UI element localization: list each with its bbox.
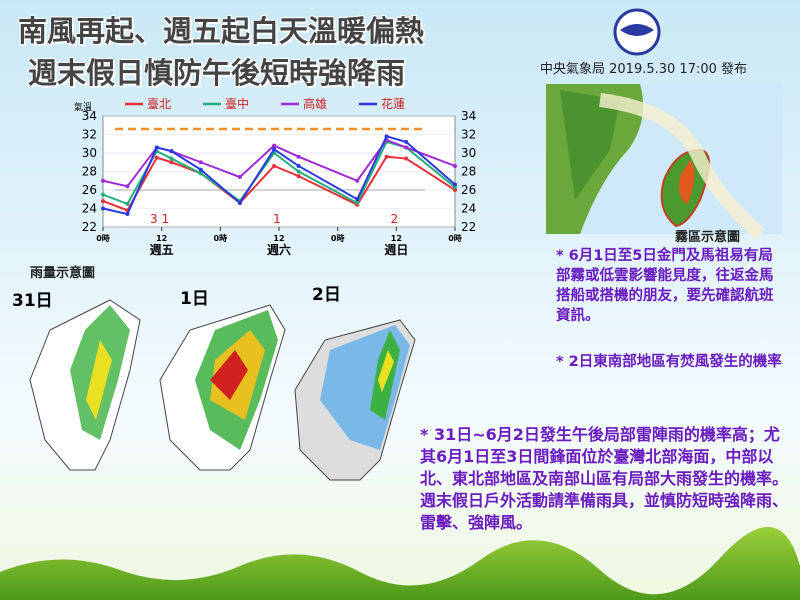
point — [272, 163, 277, 168]
point — [154, 145, 159, 150]
point — [384, 154, 389, 159]
point — [198, 171, 203, 176]
point — [237, 175, 242, 180]
x-tick-label: 12 — [156, 234, 167, 243]
point — [125, 201, 130, 206]
point — [169, 156, 174, 161]
point — [237, 200, 242, 205]
point — [125, 212, 130, 217]
x-tick-label: 0時 — [96, 233, 110, 243]
point — [272, 147, 277, 152]
day-name: 週五 — [150, 242, 174, 257]
point — [355, 178, 360, 183]
point — [355, 200, 360, 205]
point — [101, 192, 105, 197]
point — [272, 143, 277, 148]
point — [296, 174, 301, 179]
fog-note: * 6月1日至5日金門及馬祖易有局部霧或低雲影響能見度，往返金馬搭船或搭機的朋友… — [556, 248, 774, 324]
y2-tick-label: 24 — [461, 202, 476, 216]
y-tick-label: 32 — [82, 128, 97, 142]
y-tick-label: 26 — [82, 183, 97, 197]
series-line — [102, 135, 456, 216]
day-number: 2 — [391, 212, 403, 226]
x-tick-label: 0時 — [448, 233, 462, 243]
series-line — [102, 138, 456, 188]
point — [169, 160, 174, 165]
title: 週末假日慎防午後短時強降雨 — [28, 56, 406, 90]
point — [296, 163, 301, 168]
point — [296, 154, 301, 159]
y-axis-label: 氣溫 — [74, 101, 92, 113]
y2-tick-label: 22 — [461, 220, 476, 234]
rain-map — [29, 299, 141, 471]
point — [453, 163, 457, 168]
y2-tick-label: 26 — [461, 183, 476, 197]
rain-day: 2日 — [312, 285, 341, 305]
y2-tick-label: 32 — [461, 128, 476, 142]
point — [384, 134, 389, 139]
rain-map — [294, 319, 416, 481]
y-tick-label: 22 — [82, 220, 97, 234]
point — [404, 139, 409, 144]
point — [198, 167, 203, 172]
point — [101, 178, 105, 183]
point — [101, 206, 105, 211]
point — [101, 199, 105, 204]
x-tick-label: 0時 — [214, 233, 228, 243]
y-tick-label: 30 — [82, 146, 97, 160]
fog-title: 霧區示意圖 — [675, 230, 741, 245]
point — [154, 155, 159, 160]
issuer: 中央氣象局 2019.5.30 17:00 發布 — [540, 62, 748, 77]
x-tick-label: 0時 — [331, 233, 345, 243]
day-number: 31 — [150, 212, 173, 226]
point — [125, 184, 130, 189]
point — [404, 145, 409, 150]
legend-label: 臺中 — [225, 96, 249, 111]
point — [453, 182, 457, 187]
y2-tick-label: 30 — [461, 146, 476, 160]
x-tick-label: 12 — [391, 234, 402, 243]
rain-day: 31日 — [12, 291, 53, 311]
day-number: 1 — [273, 212, 285, 226]
fog-note: * 2日東南部地區有焚風發生的機率 — [556, 354, 782, 370]
y2-tick-label: 28 — [461, 165, 476, 179]
legend-label: 花蓮 — [381, 96, 405, 111]
title: 南風再起、週五起白天溫暖偏熱 — [18, 14, 425, 48]
point — [404, 156, 409, 161]
day-name: 週日 — [384, 242, 408, 257]
y-tick-label: 34 — [82, 109, 97, 123]
rain-day: 1日 — [180, 289, 209, 309]
point — [355, 197, 360, 202]
rain-title: 雨量示意圖 — [30, 266, 96, 281]
point — [453, 185, 457, 190]
legend-label: 高雄 — [303, 96, 327, 111]
rain-map — [159, 304, 286, 471]
x-tick-label: 12 — [273, 234, 284, 243]
summary: * 31日~6月2日發生午後局部雷陣雨的機率高；尤其6月1日至3日間鋒面位於臺灣… — [420, 425, 789, 532]
point — [169, 149, 174, 154]
point — [453, 188, 457, 192]
y2-tick-label: 34 — [461, 109, 476, 123]
legend-label: 臺北 — [147, 96, 171, 111]
point — [296, 169, 301, 174]
series-line — [102, 155, 456, 212]
day-name: 週六 — [267, 242, 291, 257]
y-tick-label: 28 — [82, 165, 97, 179]
y-tick-label: 24 — [82, 202, 97, 216]
point — [198, 160, 203, 165]
